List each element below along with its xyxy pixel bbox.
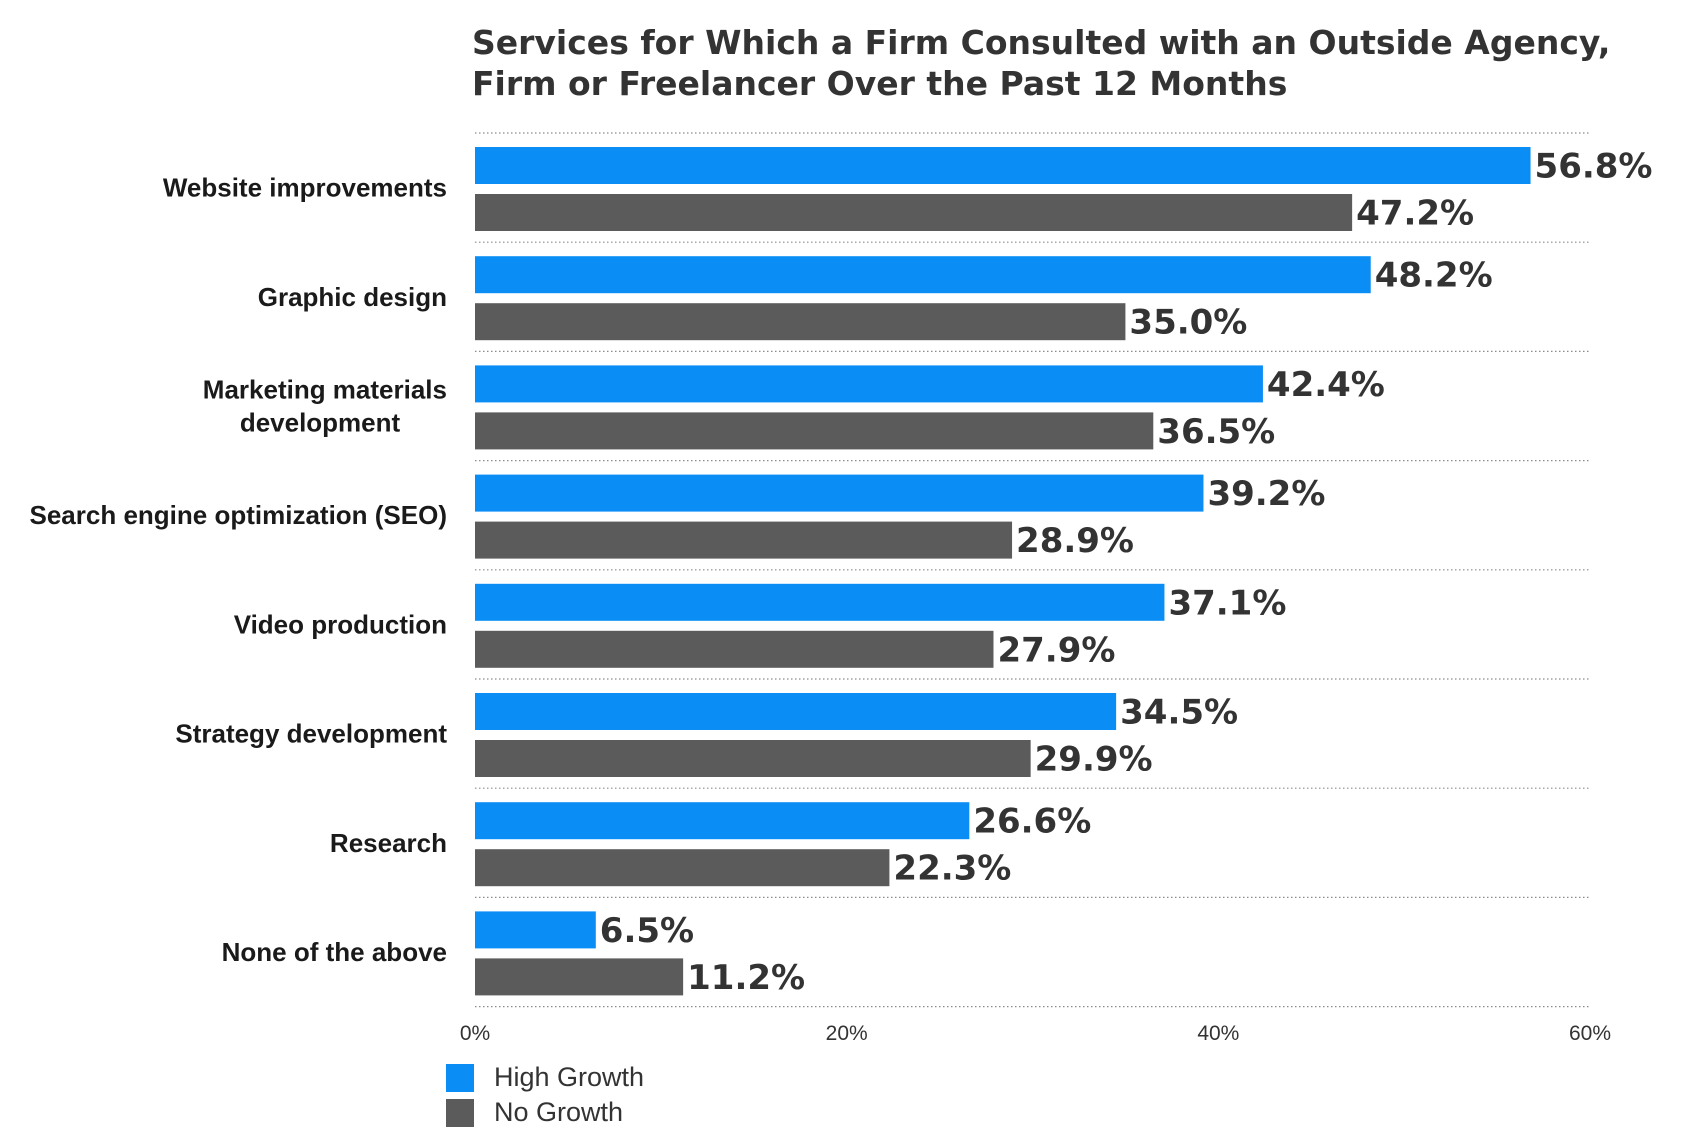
bar-no-growth bbox=[475, 740, 1031, 777]
category-label: None of the above bbox=[222, 937, 447, 967]
bar-no-growth bbox=[475, 958, 684, 996]
data-label: 28.9% bbox=[1016, 521, 1134, 561]
category-label: development bbox=[240, 408, 401, 438]
bar-high-growth bbox=[475, 474, 1204, 512]
bar-high-growth bbox=[475, 365, 1263, 403]
data-label: 6.5% bbox=[600, 911, 694, 951]
category-label: Graphic design bbox=[258, 282, 447, 312]
bar-no-growth bbox=[475, 303, 1126, 341]
data-label: 26.6% bbox=[973, 802, 1091, 842]
data-label: 29.9% bbox=[1035, 740, 1153, 780]
legend-swatch-no-growth bbox=[446, 1098, 474, 1127]
x-tick-label: 60% bbox=[1569, 1022, 1611, 1045]
bar-high-growth bbox=[475, 802, 970, 840]
data-label: 42.4% bbox=[1267, 365, 1385, 405]
legend: High Growth No Growth bbox=[446, 1060, 644, 1130]
bar-no-growth bbox=[475, 194, 1353, 231]
bar-no-growth bbox=[475, 412, 1154, 450]
bar-high-growth bbox=[475, 693, 1117, 730]
category-label: Website improvements bbox=[163, 173, 447, 203]
chart-title: Services for Which a Firm Consulted with… bbox=[472, 23, 1611, 103]
x-tick-label: 20% bbox=[826, 1022, 868, 1045]
legend-item-high-growth: High Growth bbox=[446, 1060, 644, 1095]
category-label: Marketing materials bbox=[203, 375, 447, 405]
data-label: 34.5% bbox=[1120, 693, 1238, 733]
x-tick-label: 0% bbox=[460, 1022, 490, 1045]
bar-high-growth bbox=[475, 911, 596, 949]
category-label: Search engine optimization (SEO) bbox=[30, 500, 448, 530]
bar-no-growth bbox=[475, 849, 890, 887]
legend-label-high-growth: High Growth bbox=[494, 1062, 645, 1092]
legend-item-no-growth: No Growth bbox=[446, 1095, 644, 1130]
data-label: 36.5% bbox=[1157, 412, 1275, 452]
data-label: 27.9% bbox=[997, 630, 1115, 670]
data-label: 48.2% bbox=[1375, 256, 1493, 296]
legend-label-no-growth: No Growth bbox=[494, 1097, 624, 1127]
data-label: 11.2% bbox=[687, 958, 805, 998]
data-label: 39.2% bbox=[1207, 474, 1325, 514]
bar-no-growth bbox=[475, 630, 994, 668]
data-label: 47.2% bbox=[1356, 194, 1474, 234]
data-label: 22.3% bbox=[893, 849, 1011, 889]
data-label: 37.1% bbox=[1168, 583, 1286, 623]
category-label: Video production bbox=[234, 609, 447, 639]
category-label: Research bbox=[330, 828, 447, 858]
data-label: 56.8% bbox=[1535, 147, 1653, 187]
bar-high-growth bbox=[475, 256, 1371, 294]
category-label: Strategy development bbox=[175, 719, 447, 749]
bar-high-growth bbox=[475, 147, 1531, 184]
legend-swatch-high-growth bbox=[446, 1063, 474, 1092]
x-tick-label: 40% bbox=[1197, 1022, 1239, 1045]
data-label: 35.0% bbox=[1129, 303, 1247, 343]
bar-no-growth bbox=[475, 521, 1013, 559]
bar-high-growth bbox=[475, 583, 1165, 621]
